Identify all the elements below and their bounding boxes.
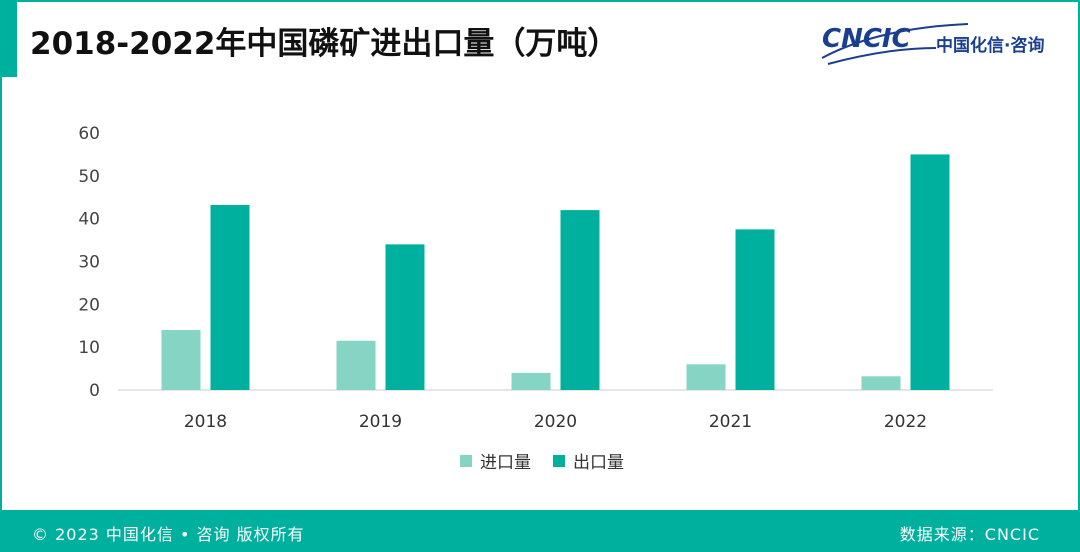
bar-export (735, 229, 775, 390)
bar-export (560, 210, 600, 390)
data-source-text: 数据来源：CNCIC (899, 525, 1040, 544)
x-tick-label: 2018 (184, 412, 227, 432)
bar-import (686, 364, 726, 390)
legend-swatch-export (553, 454, 565, 467)
y-tick-label: 20 (78, 295, 100, 315)
legend-swatch-import (460, 454, 472, 467)
footer: © 2023 中国化信 • 咨询 版权所有 数据来源：CNCIC (0, 510, 1080, 552)
x-tick-label: 2019 (359, 412, 402, 432)
chart-title: 2018-2022年中国磷矿进出口量（万吨） (30, 26, 619, 62)
bar-export (910, 154, 950, 390)
bar-import (336, 340, 376, 390)
y-tick-label: 30 (78, 253, 100, 273)
y-tick-label: 40 (78, 210, 100, 230)
bar-chart: 0 10 20 30 40 50 60 2018 2019 2020 2021 2022 (78, 124, 993, 432)
bar-import (511, 372, 551, 390)
bar-import (861, 376, 901, 390)
x-tick-label: 2020 (534, 412, 577, 432)
y-tick-label: 10 (78, 338, 100, 358)
logo-swoosh-icon (821, 23, 969, 65)
legend-label-import: 进口量 (480, 453, 531, 473)
legend-item-export: 出口量 (553, 448, 624, 473)
x-tick-label: 2022 (884, 412, 927, 432)
copyright-text: © 2023 中国化信 • 咨询 版权所有 (32, 525, 305, 544)
bar-import (161, 330, 201, 390)
bar-export (385, 244, 425, 390)
y-tick-label: 60 (78, 124, 100, 144)
x-tick-label: 2021 (709, 412, 752, 432)
bar-export (210, 204, 250, 390)
logo-cn-text: 中国化信·咨询 (936, 36, 1045, 56)
y-tick-label: 0 (89, 381, 100, 401)
y-tick-label: 50 (78, 167, 100, 187)
legend-item-import: 进口量 (460, 448, 531, 473)
title-accent-bar (0, 0, 17, 77)
legend-label-export: 出口量 (573, 453, 624, 473)
legend: 进口量 出口量 (460, 448, 624, 473)
